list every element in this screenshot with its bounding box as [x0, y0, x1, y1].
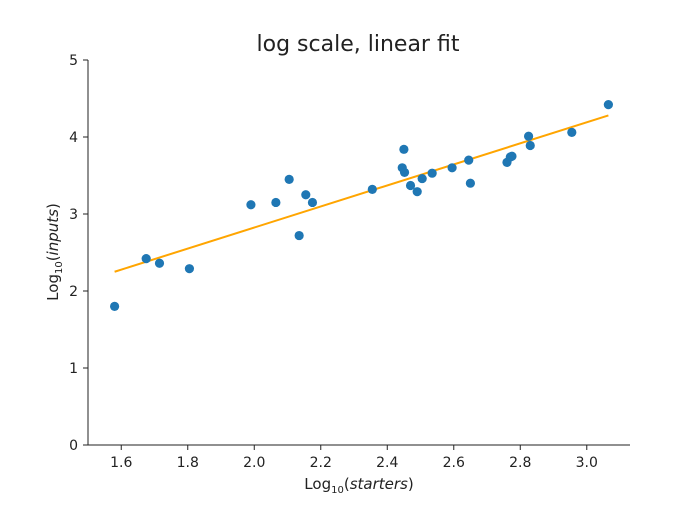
y-axis-label-open: (	[44, 255, 62, 261]
x-tick-label: 3.0	[576, 455, 598, 471]
data-point	[367, 184, 377, 194]
data-point	[154, 258, 165, 268]
x-tick-label: 2.2	[310, 455, 332, 471]
y-axis-label: Log10(inputs)	[44, 203, 65, 301]
data-point	[141, 254, 151, 264]
x-tick-label: 2.4	[376, 455, 398, 471]
x-axis-label-var: starters	[350, 475, 408, 493]
x-ticks: 1.6 1.8 2.0 2.2 2.4 2.6 2.8 3.0	[110, 445, 598, 471]
x-tick-label: 2.6	[443, 455, 465, 471]
data-point	[507, 151, 517, 161]
plot-area: 1.6 1.8 2.0 2.2 2.4 2.6 2.8 3.0 0 1 2 3 4 5	[69, 53, 630, 471]
y-axis-label-close: )	[44, 203, 62, 209]
x-axis-label-prefix: Log	[304, 475, 331, 493]
y-tick-label: 5	[69, 53, 78, 69]
data-point	[399, 144, 409, 154]
y-tick-label: 4	[69, 130, 78, 146]
data-point	[294, 230, 304, 241]
data-point	[412, 187, 422, 197]
data-point	[567, 127, 577, 137]
data-point	[110, 301, 120, 311]
data-point	[246, 200, 256, 210]
y-tick-label: 0	[69, 438, 78, 454]
x-axis-label: Log10(starters)	[304, 475, 413, 496]
data-point	[465, 178, 475, 188]
data-point	[525, 140, 535, 151]
data-point	[301, 190, 311, 200]
data-point	[427, 168, 437, 178]
fit-line	[114, 114, 609, 273]
points-layer	[110, 100, 613, 311]
data-point	[603, 100, 613, 110]
data-point	[405, 180, 416, 191]
x-tick-label: 1.8	[177, 455, 199, 471]
y-ticks: 0 1 2 3 4 5	[69, 53, 88, 454]
y-axis-label-subscript: 10	[54, 261, 65, 274]
chart-title: log scale, linear fit	[257, 32, 460, 57]
y-tick-label: 1	[69, 361, 78, 377]
x-tick-label: 2.0	[243, 455, 265, 471]
fit-line-layer	[114, 114, 609, 273]
data-point	[284, 174, 294, 184]
y-tick-label: 2	[69, 284, 78, 300]
data-point	[399, 167, 410, 178]
data-point	[184, 264, 195, 274]
y-axis-label-prefix: Log	[44, 274, 62, 301]
data-point	[307, 197, 318, 208]
x-tick-label: 2.8	[509, 455, 531, 471]
y-tick-label: 3	[69, 207, 78, 223]
data-point	[271, 197, 281, 208]
x-axis-label-close: )	[408, 475, 414, 493]
data-point	[464, 155, 474, 165]
x-axis-label-subscript: 10	[331, 485, 344, 496]
x-axis-label-open: (	[344, 475, 350, 493]
y-axis-label-var: inputs	[44, 209, 62, 256]
data-point	[447, 163, 457, 173]
data-point	[417, 173, 427, 184]
x-tick-label: 1.6	[110, 455, 132, 471]
data-point	[523, 131, 534, 141]
